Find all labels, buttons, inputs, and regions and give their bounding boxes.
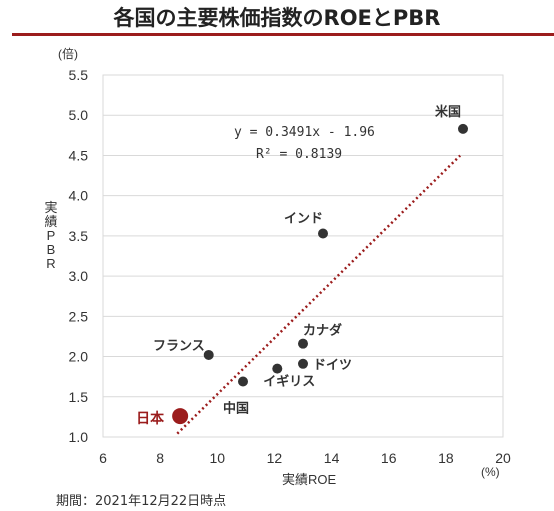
x-tick-label: 20 — [495, 450, 511, 466]
x-axis-title: 実績ROE — [282, 472, 337, 487]
x-tick-label: 18 — [438, 450, 454, 466]
data-label: 米国 — [435, 104, 461, 120]
y-tick-label: 4.5 — [69, 147, 89, 163]
y-unit-label: (倍) — [58, 46, 78, 61]
y-tick-label: 3.5 — [69, 228, 89, 244]
x-tick-labels: 6 8 10 12 14 16 18 20 — [99, 450, 511, 466]
data-label: カナダ — [303, 323, 342, 339]
y-tick-label: 2.0 — [69, 349, 89, 365]
y-tick-label: 2.5 — [69, 308, 89, 324]
data-points — [172, 123, 468, 425]
x-unit-label: (%) — [481, 465, 500, 479]
data-point — [172, 408, 189, 425]
x-tick-label: 12 — [267, 450, 283, 466]
x-tick-label: 8 — [156, 450, 164, 466]
y-tick-label: 4.0 — [69, 188, 89, 204]
data-label: ドイツ — [313, 358, 352, 373]
trendline-r2: R² = 0.8139 — [256, 147, 342, 162]
y-tick-label: 5.5 — [69, 67, 89, 83]
data-point — [272, 363, 283, 374]
trendline — [176, 154, 462, 435]
x-tick-label: 14 — [324, 450, 340, 466]
y-tick-labels: 1.0 1.5 2.0 2.5 3.0 3.5 4.0 4.5 5.0 5.5 — [69, 67, 89, 445]
grid-lines — [103, 74, 503, 438]
data-label: イギリス — [263, 374, 315, 390]
y-tick-label: 5.0 — [69, 107, 89, 123]
x-tick-label: 10 — [209, 450, 225, 466]
data-point — [298, 358, 308, 369]
data-label: インド — [284, 211, 323, 226]
data-label: 日本 — [136, 410, 165, 427]
period-note: 期間：2021年12月22日時点 — [56, 494, 227, 509]
y-tick-label: 3.0 — [69, 268, 89, 284]
data-point — [203, 349, 214, 360]
page-title: 各国の主要株価指数のROEとPBR — [113, 6, 441, 30]
y-tick-label: 1.0 — [69, 429, 89, 445]
data-label: フランス — [153, 339, 205, 354]
data-point — [458, 123, 468, 134]
x-tick-label: 6 — [99, 450, 107, 466]
y-tick-label: 1.5 — [69, 389, 89, 405]
data-point — [238, 376, 248, 387]
data-label: 中国 — [223, 400, 249, 416]
trendline-equation: y = 0.3491x - 1.96 — [234, 125, 375, 140]
title-underline — [12, 33, 554, 36]
x-tick-label: 16 — [381, 450, 397, 466]
data-point — [298, 338, 308, 349]
data-point — [318, 228, 328, 239]
y-axis-title: 実績 P B R — [44, 200, 57, 271]
